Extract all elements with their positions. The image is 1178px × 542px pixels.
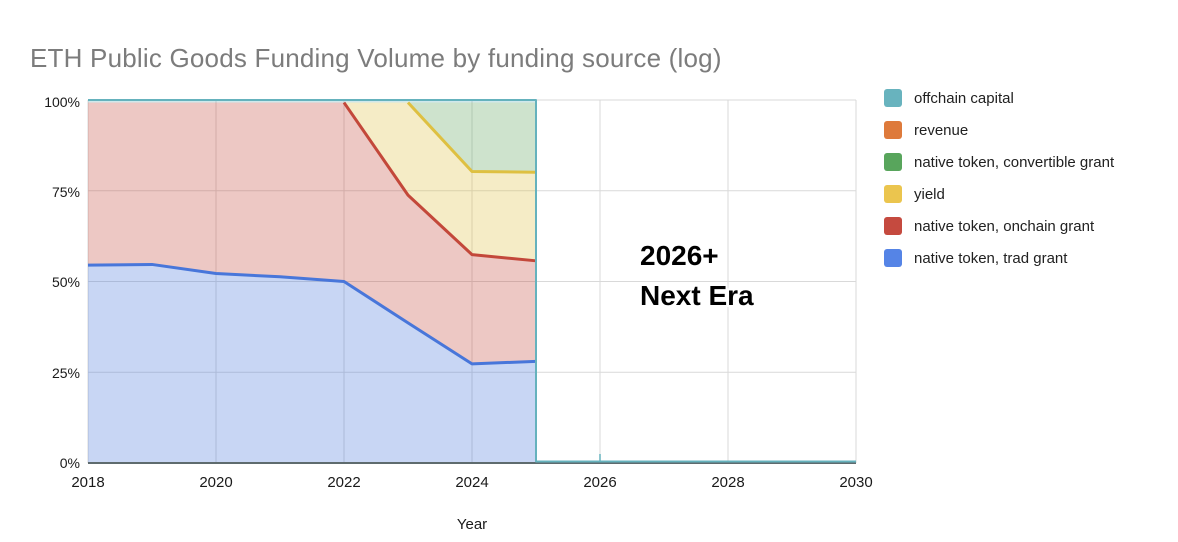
legend-item-offchain-capital: offchain capital [884,88,1174,108]
next-era-annotation: 2026+ Next Era [640,236,754,316]
x-axis-label-2026: 2026 [583,474,617,491]
legend-item-yield: yield [884,184,1174,204]
legend-swatch-yield [884,185,902,203]
y-axis-label-50: 50% [51,274,80,290]
legend-label: native token, convertible grant [914,153,1115,171]
x-axis-title-clip: Year [432,516,512,529]
legend-swatch-revenue [884,121,902,139]
legend-label: native token, trad grant [914,249,1068,267]
x-axis-label-2018: 2018 [71,474,105,491]
legend-swatch-trad-grant [884,249,902,267]
y-axis-label-25: 25% [51,365,80,381]
chart-title: ETH Public Goods Funding Volume by fundi… [30,43,722,73]
legend-label: offchain capital [914,89,1014,107]
legend-label: native token, onchain grant [914,217,1095,235]
y-axis-label-75: 75% [51,184,80,200]
legend-swatch-onchain-grant [884,217,902,235]
x-axis-label-2020: 2020 [199,474,233,491]
legend-label: yield [914,185,945,203]
annotation-line-1: 2026+ [640,240,719,271]
legend: offchain capital revenue native token, c… [884,88,1174,280]
legend-label: revenue [914,121,969,139]
x-axis-label-2028: 2028 [711,474,745,491]
legend-swatch-convertible-grant [884,153,902,171]
legend-item-trad-grant: native token, trad grant [884,248,1174,268]
legend-item-convertible-grant: native token, convertible grant [884,152,1174,172]
x-axis-label-2024: 2024 [455,474,489,491]
x-axis-title: Year [456,516,488,529]
y-axis-label-100: 100% [44,94,80,110]
legend-item-onchain-grant: native token, onchain grant [884,216,1174,236]
legend-swatch-offchain-capital [884,89,902,107]
annotation-line-2: Next Era [640,280,754,311]
x-axis-label-2022: 2022 [327,474,361,491]
legend-item-revenue: revenue [884,120,1174,140]
y-axis-label-0: 0% [59,455,80,471]
x-axis-label-2030: 2030 [839,474,873,491]
